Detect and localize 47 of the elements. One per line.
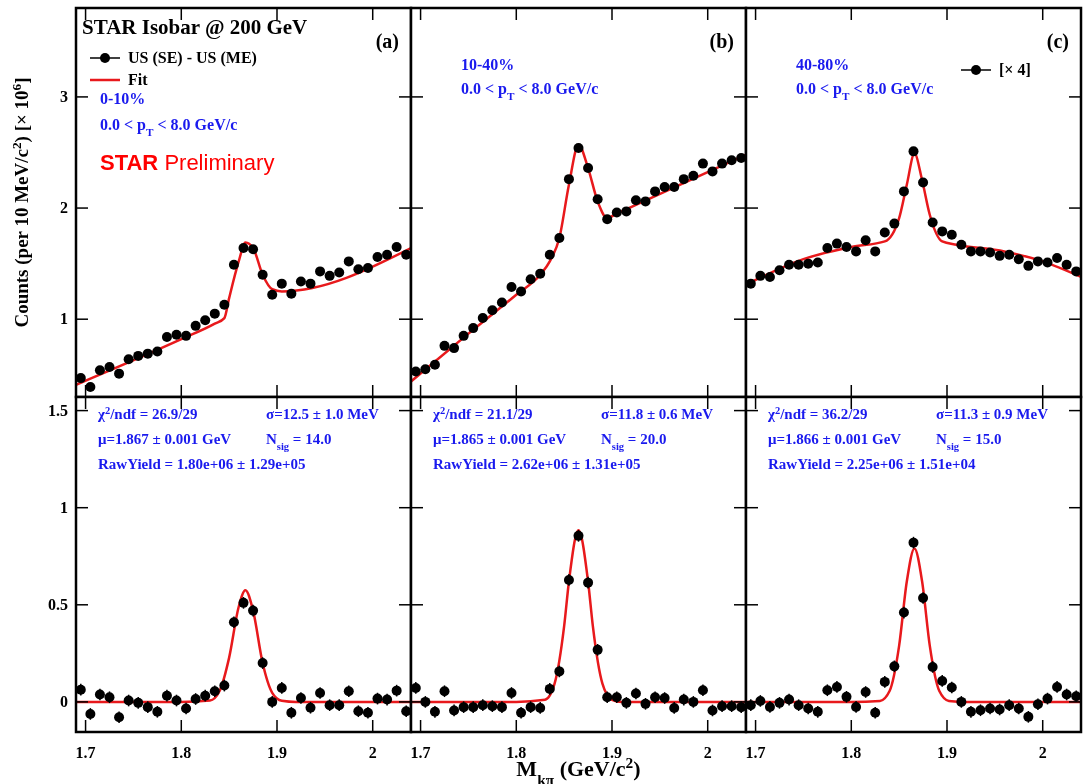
y-tick-label: 0.5 [48, 595, 68, 613]
annotation: N$_{sig}$ = 14.0 [266, 431, 332, 452]
x-tick-label: 2 [1038, 744, 1047, 761]
annotation: 10-40% [461, 56, 515, 73]
annotation: 0.0 < p$_{T}$ < 8.0 GeV/c [461, 80, 599, 102]
annotation: N$_{sig}$ = 20.0 [601, 431, 667, 452]
x-tick-label: 1.9 [602, 744, 622, 761]
annotation: σ=11.8 ± 0.6 MeV [601, 406, 714, 422]
annotation: μ=1.867 ± 0.001 GeV [98, 431, 232, 447]
x-tick-label: 1.8 [841, 744, 862, 761]
x-tick-label: 1.8 [171, 744, 192, 761]
x-tick-label: 2 [703, 744, 712, 761]
x-tick-label: 1.9 [937, 744, 957, 761]
annotation: RawYield = 2.62e+06 ± 1.31e+05 [433, 456, 641, 472]
chart-title: STAR Isobar @ 200 GeV [82, 15, 308, 39]
legend-label: US (SE) - US (ME) [128, 49, 257, 67]
annotation: 0-10% [100, 90, 146, 107]
annotation: χ$^{2}$/ndf = 36.2/29 [767, 404, 868, 422]
annotation: (b) [709, 30, 734, 53]
legend-label: Fit [128, 71, 149, 88]
y-tick-label: 3 [60, 87, 68, 105]
annotation: (a) [375, 30, 399, 53]
annotation: χ$^{2}$/ndf = 26.9/29 [97, 404, 198, 422]
annotation: RawYield = 2.25e+06 ± 1.51e+04 [768, 456, 976, 472]
y-tick-label: 2 [60, 199, 68, 217]
annotation: σ=11.3 ± 0.9 MeV [936, 406, 1049, 422]
x-tick-label: 1.9 [267, 744, 287, 761]
annotation: σ=12.5 ± 1.0 MeV [266, 406, 379, 422]
y-tick-label: 0 [60, 692, 68, 710]
annotation: (c) [1046, 30, 1069, 53]
annotation: 0.0 < p$_{T}$ < 8.0 GeV/c [796, 80, 934, 102]
annotation: μ=1.865 ± 0.001 GeV [433, 431, 567, 447]
annotation: N$_{sig}$ = 15.0 [936, 431, 1002, 452]
x-tick-label: 2 [368, 744, 377, 761]
annotation: STAR Preliminary [100, 150, 275, 175]
x-tick-label: 1.7 [745, 744, 766, 761]
y-tick-label: 1 [60, 310, 68, 328]
x-tick-label: 1.7 [410, 744, 431, 761]
annotation: 0.0 < p$_{T}$ < 8.0 GeV/c [100, 116, 238, 138]
x-tick-label: 1.7 [75, 744, 96, 761]
annotation: χ$^{2}$/ndf = 21.1/29 [432, 404, 533, 422]
legend-label: [× 4] [999, 61, 1031, 78]
annotation: 40-80% [796, 56, 850, 73]
y-tick-label: 1.5 [48, 401, 68, 419]
y-tick-label: 1 [60, 498, 68, 516]
annotation: μ=1.866 ± 0.001 GeV [768, 431, 902, 447]
annotation: RawYield = 1.80e+06 ± 1.29e+05 [98, 456, 306, 472]
